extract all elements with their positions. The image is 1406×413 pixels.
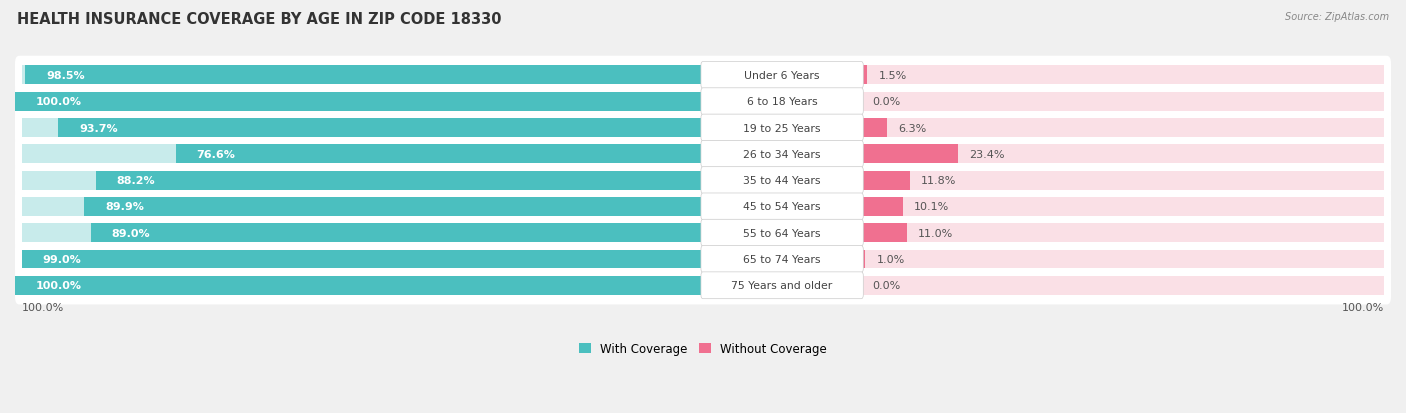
Bar [862, 66, 868, 85]
Bar [84, 197, 703, 216]
FancyBboxPatch shape [15, 266, 1391, 305]
Bar [22, 119, 703, 138]
FancyBboxPatch shape [702, 220, 863, 247]
Legend: With Coverage, Without Coverage: With Coverage, Without Coverage [574, 337, 832, 360]
FancyBboxPatch shape [15, 109, 1391, 147]
Text: 93.7%: 93.7% [79, 123, 118, 133]
Text: 11.8%: 11.8% [921, 176, 956, 186]
Text: 0.0%: 0.0% [872, 280, 900, 291]
Text: 10.1%: 10.1% [914, 202, 949, 212]
Text: 76.6%: 76.6% [197, 150, 236, 159]
Text: 89.0%: 89.0% [111, 228, 150, 238]
Text: 99.0%: 99.0% [42, 254, 82, 264]
Bar [862, 119, 1384, 138]
Text: 1.5%: 1.5% [879, 71, 907, 81]
Bar [22, 145, 703, 164]
Bar [862, 224, 1384, 242]
FancyBboxPatch shape [15, 83, 1391, 121]
Text: 100.0%: 100.0% [35, 280, 82, 291]
FancyBboxPatch shape [15, 57, 1391, 95]
Text: 55 to 64 Years: 55 to 64 Years [744, 228, 821, 238]
Text: 0.0%: 0.0% [872, 97, 900, 107]
Bar [862, 276, 1384, 295]
Bar [176, 145, 703, 164]
FancyBboxPatch shape [702, 272, 863, 299]
Bar [96, 171, 703, 190]
Bar [862, 224, 907, 242]
Text: 100.0%: 100.0% [35, 97, 82, 107]
Text: 89.9%: 89.9% [105, 202, 143, 212]
Bar [22, 224, 703, 242]
FancyBboxPatch shape [702, 194, 863, 220]
Text: 88.2%: 88.2% [117, 176, 156, 186]
Bar [22, 276, 703, 295]
Text: 23.4%: 23.4% [969, 150, 1004, 159]
Text: 100.0%: 100.0% [22, 302, 65, 312]
Text: 35 to 44 Years: 35 to 44 Years [744, 176, 821, 186]
Bar [862, 145, 1384, 164]
FancyBboxPatch shape [702, 141, 863, 168]
Bar [862, 197, 1384, 216]
FancyBboxPatch shape [15, 135, 1391, 173]
Bar [22, 171, 703, 190]
Bar [862, 250, 865, 269]
Bar [22, 93, 703, 112]
Text: Source: ZipAtlas.com: Source: ZipAtlas.com [1285, 12, 1389, 22]
Text: 75 Years and older: 75 Years and older [731, 280, 832, 291]
Bar [862, 250, 1384, 269]
Bar [862, 119, 887, 138]
Text: 26 to 34 Years: 26 to 34 Years [744, 150, 821, 159]
Bar [22, 66, 703, 85]
Bar [15, 276, 703, 295]
Text: 98.5%: 98.5% [46, 71, 84, 81]
FancyBboxPatch shape [15, 214, 1391, 252]
Bar [25, 66, 703, 85]
FancyBboxPatch shape [702, 167, 863, 194]
Text: 45 to 54 Years: 45 to 54 Years [744, 202, 821, 212]
FancyBboxPatch shape [702, 89, 863, 115]
FancyBboxPatch shape [702, 62, 863, 89]
Bar [58, 119, 703, 138]
Bar [862, 171, 1384, 190]
Bar [862, 93, 1384, 112]
Text: HEALTH INSURANCE COVERAGE BY AGE IN ZIP CODE 18330: HEALTH INSURANCE COVERAGE BY AGE IN ZIP … [17, 12, 502, 27]
FancyBboxPatch shape [15, 240, 1391, 278]
Bar [862, 145, 957, 164]
Bar [22, 197, 703, 216]
Text: 6.3%: 6.3% [898, 123, 927, 133]
Text: 1.0%: 1.0% [876, 254, 904, 264]
Bar [22, 250, 703, 269]
Text: Under 6 Years: Under 6 Years [744, 71, 820, 81]
Text: 11.0%: 11.0% [918, 228, 953, 238]
Text: 6 to 18 Years: 6 to 18 Years [747, 97, 817, 107]
Bar [90, 224, 703, 242]
Text: 19 to 25 Years: 19 to 25 Years [744, 123, 821, 133]
Text: 65 to 74 Years: 65 to 74 Years [744, 254, 821, 264]
FancyBboxPatch shape [15, 161, 1391, 200]
FancyBboxPatch shape [702, 115, 863, 142]
FancyBboxPatch shape [15, 188, 1391, 226]
Text: 100.0%: 100.0% [1341, 302, 1384, 312]
Bar [15, 93, 703, 112]
Bar [862, 66, 1384, 85]
Bar [22, 250, 703, 269]
Bar [862, 197, 903, 216]
Bar [862, 171, 910, 190]
FancyBboxPatch shape [702, 246, 863, 273]
